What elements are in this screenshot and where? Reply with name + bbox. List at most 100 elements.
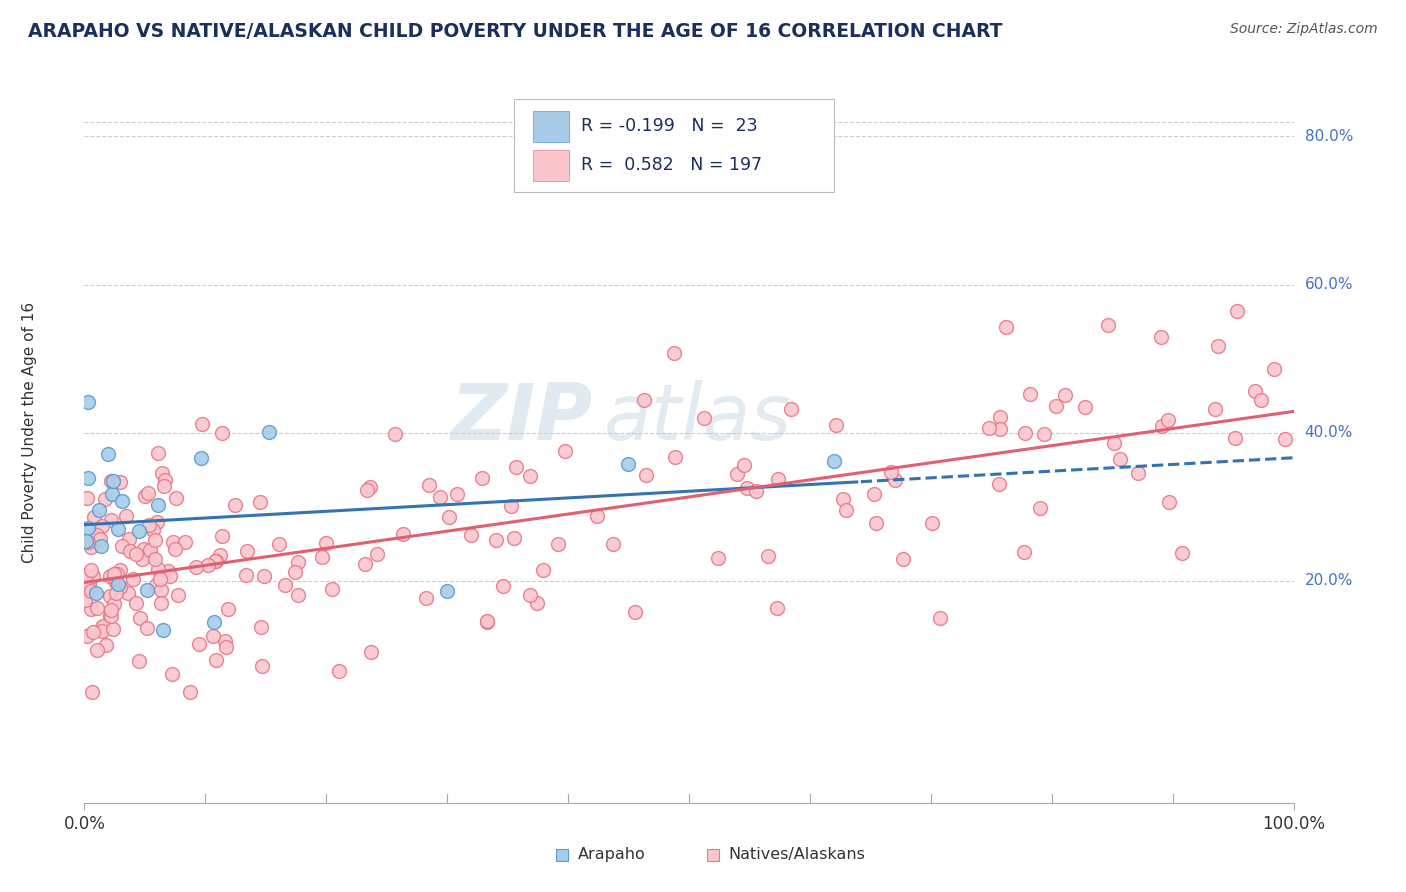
Point: [217, 601, 239, 615]
Point: [921, 516, 943, 531]
Point: [360, 645, 382, 659]
Point: [138, 548, 160, 562]
Point: [184, 560, 207, 574]
Point: [125, 548, 148, 562]
FancyBboxPatch shape: [533, 111, 569, 142]
Point: [1263, 362, 1285, 376]
Text: 40.0%: 40.0%: [1305, 425, 1353, 440]
Point: [485, 533, 508, 547]
Point: [100, 513, 122, 527]
Point: [152, 479, 174, 493]
Point: [77, 577, 100, 591]
Point: [1206, 339, 1229, 353]
Point: [706, 551, 728, 566]
Point: [160, 666, 183, 681]
Point: [80, 602, 103, 616]
Point: [118, 543, 141, 558]
Point: [475, 615, 498, 630]
Point: [150, 596, 173, 610]
Point: [526, 596, 548, 610]
Point: [107, 577, 129, 591]
Point: [208, 548, 231, 562]
Point: [96, 447, 118, 461]
Point: [780, 402, 803, 417]
Text: Arapaho: Arapaho: [578, 847, 645, 863]
Point: [287, 555, 309, 569]
Point: [152, 623, 174, 637]
Point: [284, 566, 307, 580]
Point: [328, 665, 350, 679]
Point: [253, 569, 276, 583]
Point: [197, 558, 219, 573]
Point: [602, 537, 624, 551]
Point: [865, 516, 887, 530]
Point: [662, 346, 685, 360]
Point: [236, 544, 259, 558]
Point: [315, 535, 337, 549]
Point: [834, 503, 856, 517]
Point: [146, 561, 169, 575]
Point: [1018, 387, 1040, 401]
Point: [142, 523, 165, 537]
Point: [134, 541, 156, 556]
Point: [89, 532, 111, 546]
Point: [163, 542, 186, 557]
Point: [131, 551, 153, 566]
Point: [831, 492, 853, 507]
Point: [503, 531, 526, 545]
Text: 80.0%: 80.0%: [1305, 129, 1353, 144]
Point: [519, 469, 541, 483]
Point: [766, 472, 789, 486]
Point: [167, 588, 190, 602]
Point: [104, 586, 127, 600]
Point: [205, 554, 228, 568]
Point: [825, 417, 848, 432]
Text: Source: ZipAtlas.com: Source: ZipAtlas.com: [1230, 22, 1378, 37]
Point: [82, 569, 104, 583]
Point: [491, 578, 513, 592]
Point: [415, 591, 437, 605]
Point: [105, 566, 128, 581]
Point: [136, 621, 159, 635]
Point: [143, 552, 166, 566]
Point: [146, 446, 169, 460]
Point: [321, 582, 343, 596]
Point: [73, 592, 96, 607]
Point: [471, 471, 494, 485]
Point: [135, 582, 157, 597]
Point: [86, 601, 108, 615]
Point: [101, 487, 124, 501]
Point: [359, 480, 381, 494]
Point: [733, 458, 755, 473]
Text: 60.0%: 60.0%: [1305, 277, 1353, 292]
Point: [1109, 452, 1132, 467]
Point: [211, 425, 233, 440]
Point: [1250, 392, 1272, 407]
Point: [107, 522, 129, 536]
Point: [128, 654, 150, 668]
Point: [501, 499, 523, 513]
Point: [505, 459, 527, 474]
Point: [418, 478, 440, 492]
Point: [89, 503, 111, 517]
Point: [384, 427, 406, 442]
Point: [987, 476, 1010, 491]
Point: [84, 586, 107, 600]
FancyBboxPatch shape: [513, 99, 834, 192]
Point: [287, 588, 309, 602]
Point: [100, 608, 122, 623]
Point: [80, 563, 103, 577]
Point: [1204, 402, 1226, 417]
Point: [205, 653, 228, 667]
Text: R = -0.199   N =  23: R = -0.199 N = 23: [581, 117, 758, 136]
Point: [862, 486, 884, 500]
Point: [156, 564, 179, 578]
Point: [1012, 545, 1035, 559]
Text: atlas: atlas: [605, 380, 792, 456]
Point: [165, 491, 187, 506]
Point: [150, 582, 173, 597]
Point: [880, 466, 903, 480]
Point: [1073, 401, 1095, 415]
Point: [108, 563, 131, 577]
Point: [204, 554, 226, 568]
